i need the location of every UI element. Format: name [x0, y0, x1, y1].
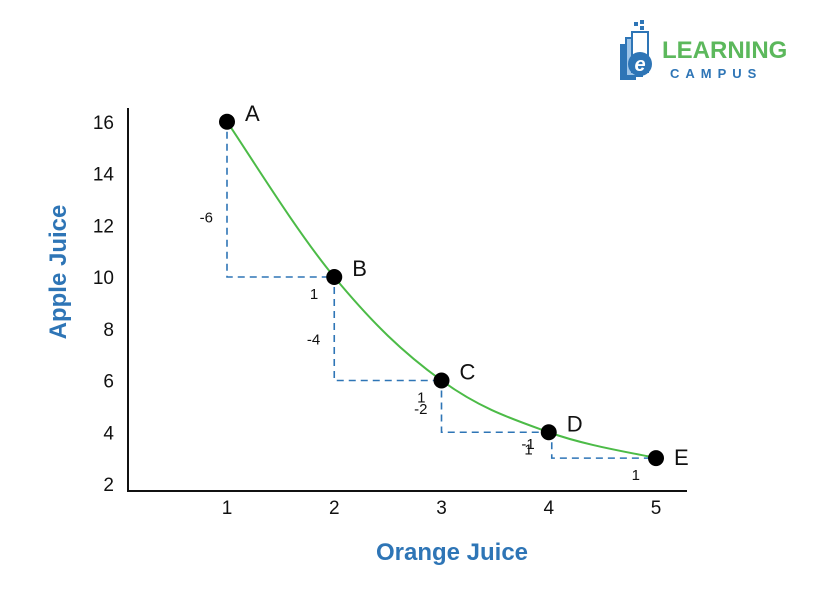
data-point-c [433, 372, 450, 389]
y-tick-label: 12 [93, 216, 114, 237]
step-line [550, 442, 656, 459]
y-axis-title: Apple Juice [45, 205, 72, 340]
x-axis-title: Orange Juice [376, 539, 528, 566]
point-label: C [460, 360, 476, 385]
data-points: A B C D E [219, 101, 689, 470]
x-tick-label: 4 [543, 498, 554, 519]
y-tick-labels: 2 4 6 8 10 12 14 16 [93, 113, 115, 496]
step-dx-label: 1 [632, 467, 640, 484]
y-tick-label: 6 [103, 372, 114, 393]
logo-badge-letter: e [634, 54, 645, 76]
y-tick-label: 4 [103, 423, 114, 444]
x-tick-label: 5 [651, 498, 662, 519]
step-dx-label: 1 [310, 286, 318, 303]
point-label: B [352, 256, 367, 281]
data-point-a [219, 113, 235, 130]
step-line [226, 131, 335, 278]
x-tick-label: 3 [436, 498, 447, 519]
y-tick-label: 2 [103, 475, 114, 496]
step-labels: -61-41-21-11 [200, 210, 640, 484]
logo-word-campus: CAMPUS [670, 66, 762, 81]
step-dx-label: 1 [524, 441, 532, 458]
y-tick-label: 14 [93, 165, 115, 186]
y-tick-label: 10 [93, 268, 114, 289]
curve [226, 121, 657, 460]
point-label: D [567, 411, 583, 436]
elearning-campus-logo: e LEARNING CAMPUS [620, 20, 787, 81]
data-point-d [540, 424, 557, 441]
y-tick-label: 8 [103, 320, 114, 341]
data-point-b [326, 269, 343, 285]
point-label: A [245, 101, 260, 126]
point-label: E [674, 445, 689, 470]
step-dy-label: -1 [521, 436, 534, 453]
step-lines [226, 131, 656, 459]
step-dy-label: -6 [200, 210, 213, 227]
step-dx-label: 1 [417, 390, 425, 407]
step-dy-label: -4 [307, 331, 320, 348]
step-line [440, 390, 549, 434]
x-tick-labels: 1 2 3 4 5 [222, 498, 662, 519]
x-tick-label: 2 [329, 498, 340, 519]
logo-word-learning: LEARNING [662, 37, 787, 64]
step-line [333, 287, 442, 382]
logo-book-icon: e [620, 20, 652, 80]
data-point-e [648, 450, 664, 467]
step-dy-label: -2 [414, 401, 427, 418]
series-line [226, 121, 657, 460]
axes [127, 108, 687, 492]
x-tick-label: 1 [222, 498, 233, 519]
y-tick-label: 16 [93, 113, 114, 134]
